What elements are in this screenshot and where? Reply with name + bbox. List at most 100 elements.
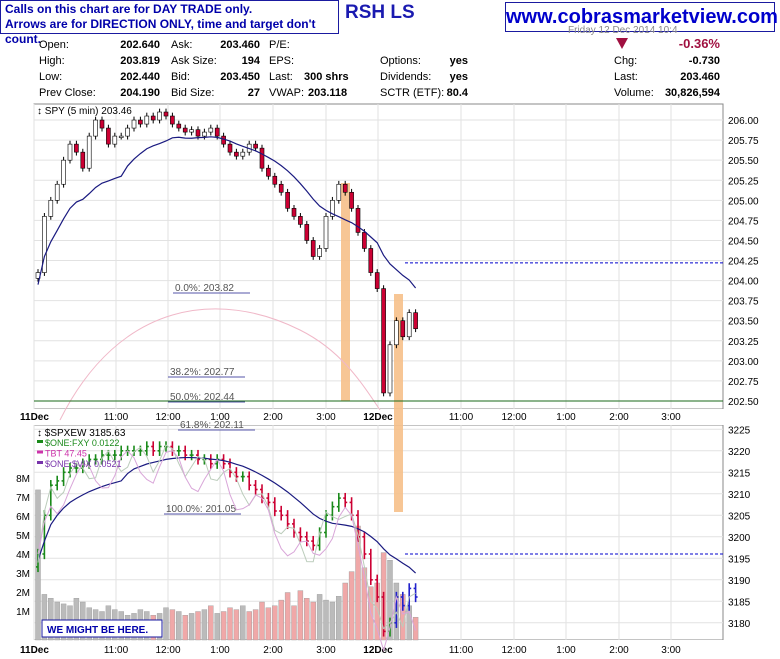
y-tick-label-bottom: 3195 [728,554,751,565]
last-value: 300 shrs [304,71,349,83]
spy-candle-body [253,143,258,149]
spy-candle-body [106,127,111,145]
volume-bar [265,607,272,641]
spy-candle-body [138,119,143,125]
website-link[interactable]: www.cobrasmarketview.com [505,2,778,32]
bid-label: Bid: [171,71,190,83]
annotation-box [41,619,163,638]
options-value: yes [449,55,468,67]
volume-bar [406,605,412,641]
sctr-label: SCTR (ETF): [380,87,445,99]
y-tick-label-top: 203.25 [728,337,759,348]
annotation-text: WE MIGHT BE HERE. [47,625,148,636]
volume-bar [259,601,265,641]
spy-candle-body [317,248,322,257]
spy-candle-body [349,191,354,209]
volume-bar [233,609,240,641]
volume-bar [227,607,233,641]
volume-bar [284,592,291,641]
spy-candle-body [214,127,220,137]
spy-candle-body [266,167,271,177]
x-tick-label-bottom: 11:00 [104,645,129,656]
volume-bar [73,598,80,641]
spy-candle-body [80,151,86,169]
y-tick-label-top: 206.00 [728,116,759,127]
y-tick-label-top: 204.00 [728,277,759,288]
fib-label: 100.0%: 201.05 [166,504,236,515]
bidsize-value: 27 [247,87,260,99]
x-tick-label-top: 11Dec [20,412,49,423]
fib-label: 61.8%: 202.11 [180,420,244,431]
y-tick-label-top: 204.25 [728,257,759,268]
spy-candle-body [234,151,239,157]
spy-candle-body [67,143,73,161]
volume-bar [316,594,323,641]
volume-bar [342,582,348,641]
volume-bar [176,611,182,641]
fib-label: 0.0%: 203.82 [175,283,234,294]
volume-bar [240,605,246,641]
spy-candle-body [144,115,150,125]
volume-tick-label: 8M [16,474,30,485]
y-tick-label-top: 205.50 [728,156,759,167]
pe-label: P/E: [269,39,290,51]
volume-bar [291,605,297,641]
spy-candle-body [291,208,297,217]
ticker-fragment: RSH LS [345,2,415,23]
volume-bar [163,607,169,641]
spy-candle-body [118,135,124,138]
y-tick-label-top: 202.50 [728,397,759,408]
overlay-line-fxy [37,444,416,630]
x-tick-label-top: 2:00 [263,412,283,423]
options-label: Options: [380,55,421,67]
spy-candle-body [54,183,60,201]
spy-candle-body [387,344,393,394]
volume-bar [195,611,201,641]
chg-value: -0.730 [688,55,720,67]
low-label: Low: [39,71,63,83]
x-tick-label-bottom: 3:00 [316,645,336,656]
fib-label: 38.2%: 202.77 [170,367,235,378]
volume-tick-label: 6M [16,512,30,523]
x-tick-label-top: 3:00 [661,412,681,423]
spy-candle-body [195,129,201,137]
volume-bar [412,617,419,641]
fib-arc [59,308,381,421]
y-tick-label-bottom: 3210 [728,490,751,501]
spy-candle-body [74,143,79,153]
spy-candle-body [86,135,92,169]
volume-tick-label: 2M [16,588,30,599]
volume-bar [246,611,252,641]
spy-candle-body [362,232,367,249]
volume-bar [41,594,48,641]
volume-bar [169,609,176,641]
spy-candle-body [413,312,418,330]
spy-candle-body [259,147,265,169]
x-tick-label-bottom: 2:00 [609,645,629,656]
x-tick-label-bottom: 3:00 [661,645,681,656]
fib-label: 50.0%: 202.44 [170,392,235,403]
volume-tick-label: 1M [16,607,30,618]
spy-candle-body [182,127,188,133]
volume-bar [220,611,227,641]
spy-candle-body [189,129,194,133]
volume-bar [387,560,393,641]
high-label: High: [39,55,65,67]
orange-highlight-bar [394,294,403,512]
trade-note: Calls on this chart are for DAY TRADE on… [0,0,339,46]
volume-tick-label: 4M [16,550,30,561]
y-tick-label-bottom: 3185 [728,597,751,608]
spy-candle-body [285,191,290,209]
spy-candle-body [99,119,105,129]
y-tick-label-top: 205.25 [728,176,759,187]
y-tick-label-top: 203.50 [728,317,759,328]
legend-entry: TBT 47.45 [45,449,87,459]
spy-candle-body [61,159,66,185]
last2-value: 203.460 [680,71,720,83]
x-tick-label-top: 11:00 [104,412,129,423]
spy-candle-body [240,151,246,157]
y-tick-label-top: 202.75 [728,377,759,388]
ask-value: 203.460 [220,39,260,51]
